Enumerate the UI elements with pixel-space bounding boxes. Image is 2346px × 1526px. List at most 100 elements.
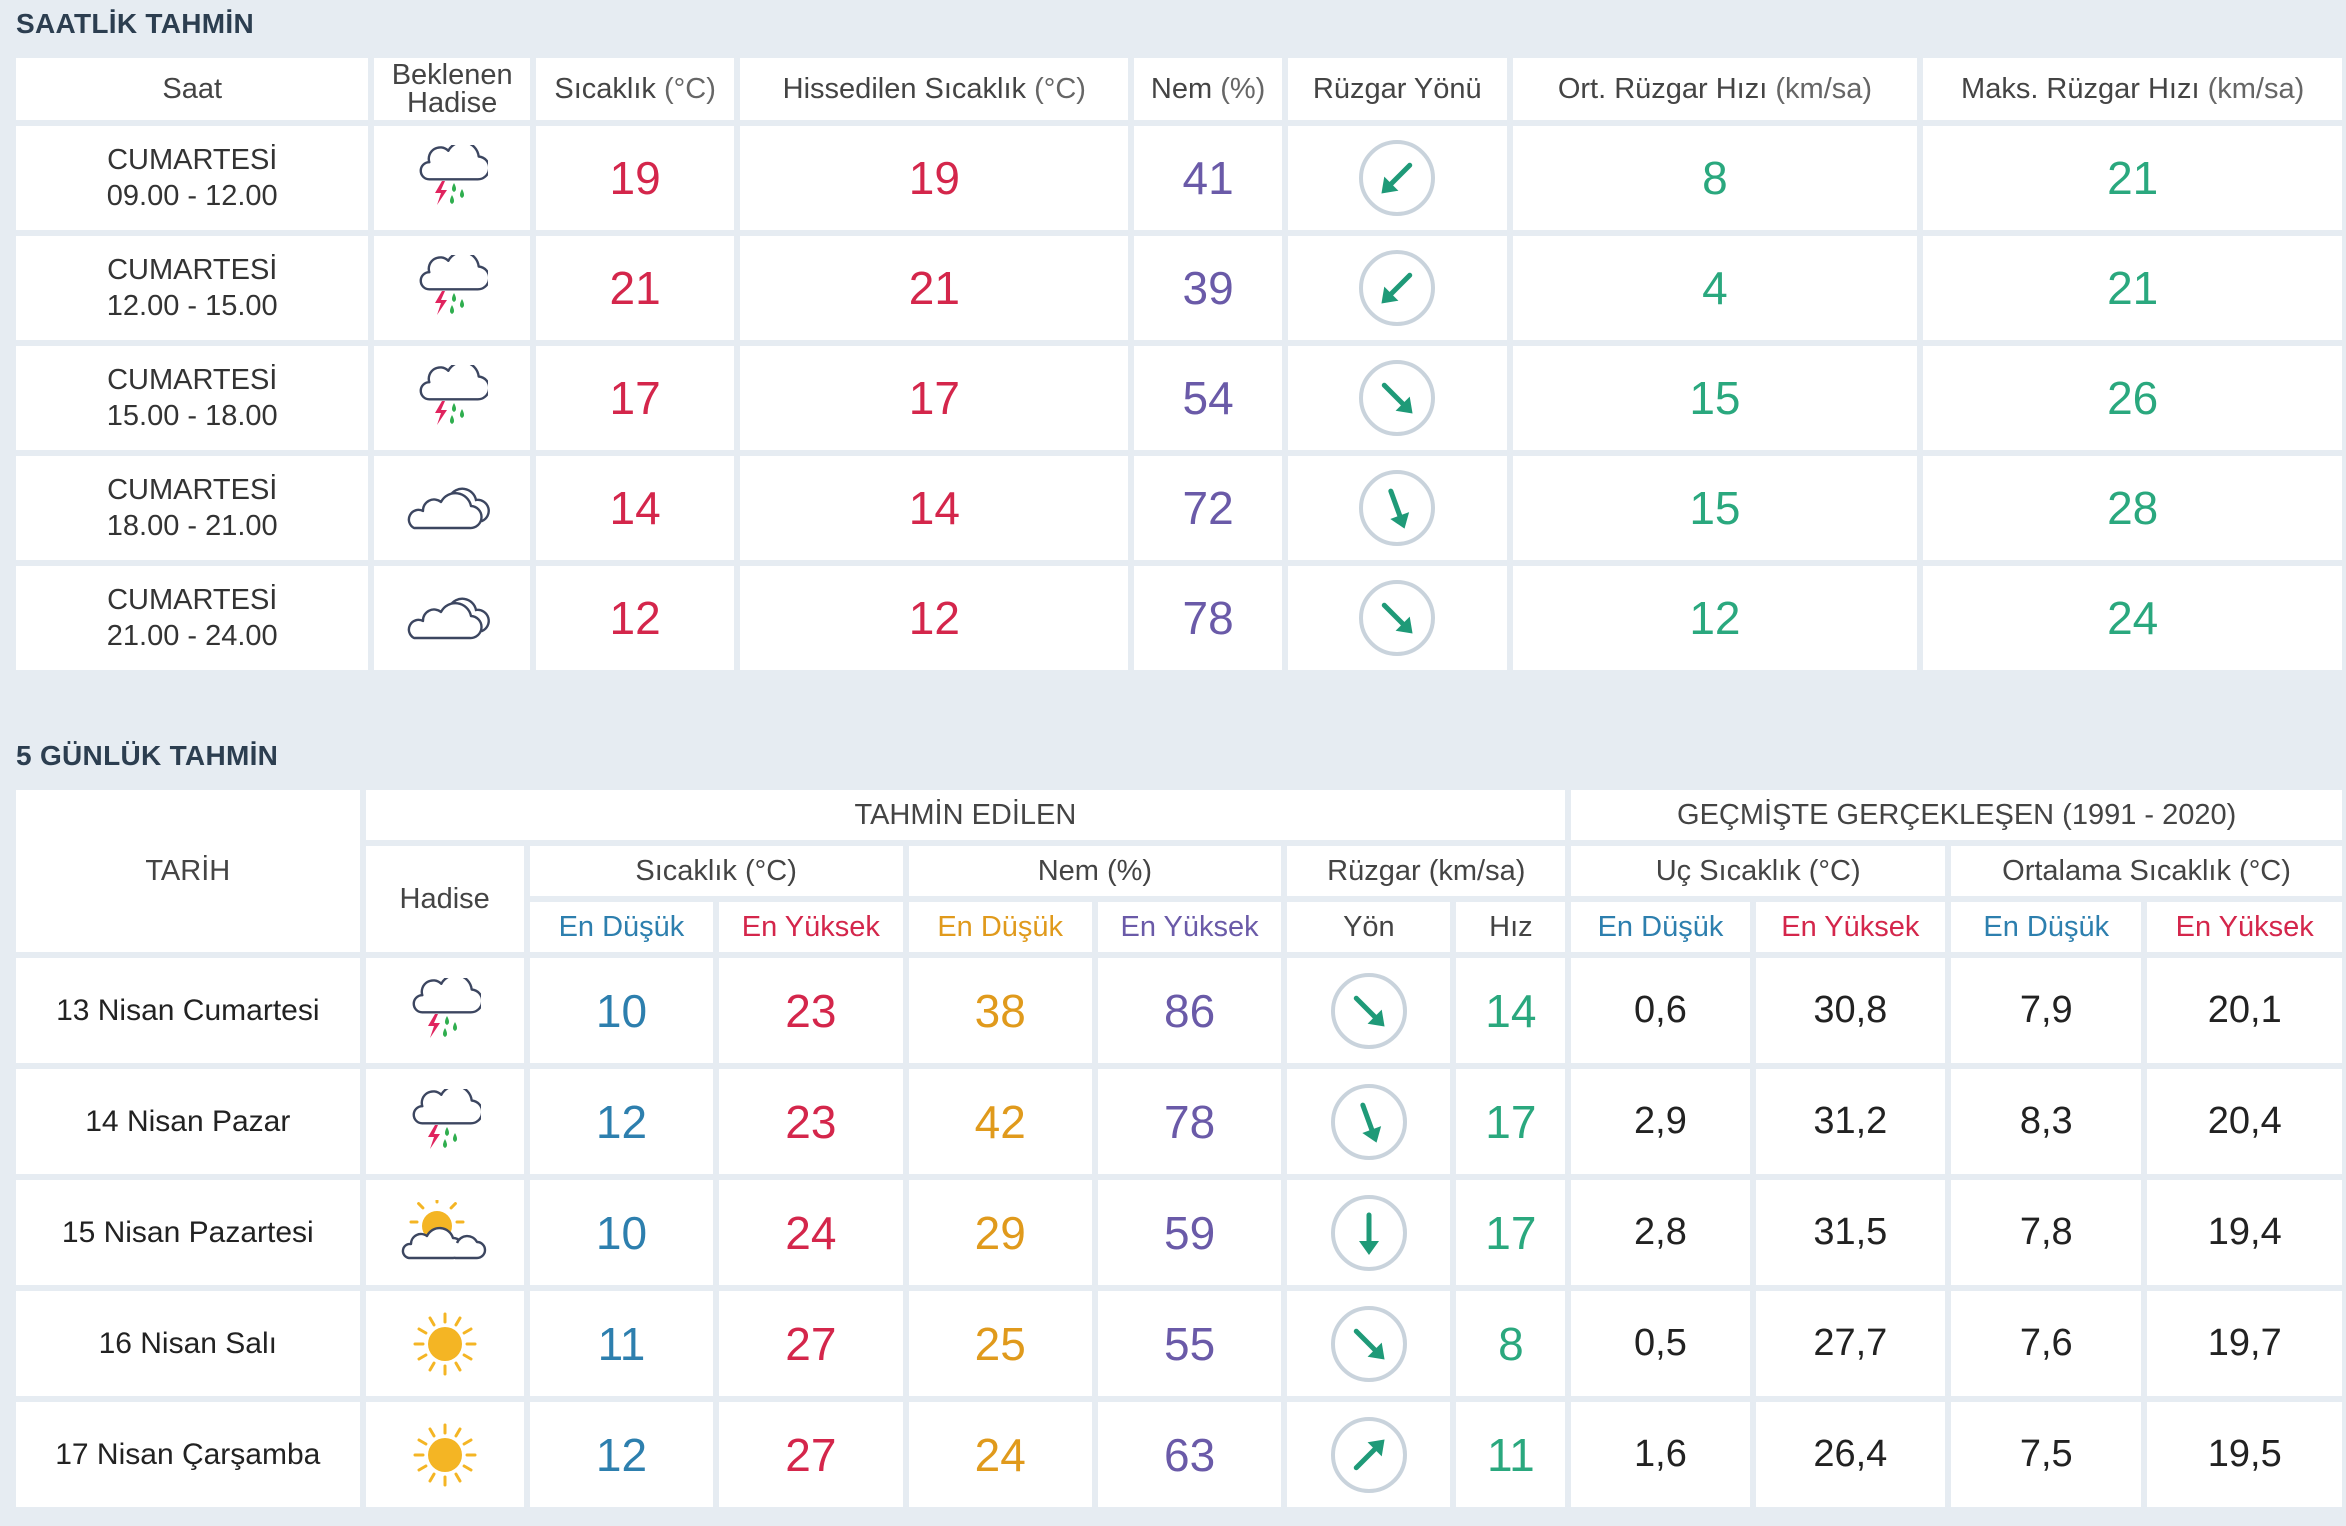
daily-wind-dir-cell [1287, 1291, 1451, 1396]
header-hissedilen-label: Hissedilen Sıcaklık [782, 72, 1027, 105]
daily-wind-dir-cell [1287, 1402, 1451, 1507]
hourly-feels: 19 [740, 126, 1129, 230]
daily-temp-max: 27 [719, 1402, 903, 1507]
daily-average-min: 7,8 [1951, 1180, 2142, 1285]
thunderstorm-rain-icon [374, 145, 529, 211]
hourly-max-wind: 28 [1923, 456, 2342, 560]
daily-extreme-min: 1,6 [1571, 1402, 1750, 1507]
header-maks-ruzgar-label: Maks. Rüzgar Hızı [1961, 72, 2200, 105]
daily-average-max: 19,7 [2147, 1291, 2342, 1396]
daily-wind-speed: 14 [1456, 958, 1566, 1063]
daily-icon-cell [365, 958, 524, 1063]
daily-wind-speed: 17 [1456, 1069, 1566, 1174]
daily-row: 14 Nisan Pazar 12 23 42 78 17 2,9 31,2 8… [16, 1069, 2342, 1174]
hourly-icon-cell [374, 126, 530, 230]
hourly-time-range: 12.00 - 15.00 [106, 290, 278, 322]
sunny-icon [366, 1308, 524, 1380]
hourly-row: CUMARTESİ 09.00 - 12.00 19 19 41 8 21 [16, 126, 2342, 230]
daily-extreme-max: 31,2 [1755, 1069, 1946, 1174]
hourly-humidity: 72 [1134, 456, 1282, 560]
header-beklenen: Beklenen [391, 59, 513, 91]
header-nem-en-yuksek: En Yüksek [1097, 902, 1282, 952]
daily-extreme-max: 30,8 [1755, 958, 1946, 1063]
header-hadise: Hadise [407, 87, 498, 119]
daily-date: 15 Nisan Pazartesi [16, 1180, 360, 1285]
daily-average-min: 7,9 [1951, 958, 2142, 1063]
thunderstorm-rain-icon [374, 365, 529, 431]
wind-direction-icon [1287, 1304, 1450, 1384]
daily-average-min: 8,3 [1951, 1069, 2142, 1174]
daily-average-max: 19,5 [2147, 1402, 2342, 1507]
wind-direction-icon [1287, 1082, 1450, 1162]
daily-average-max: 19,4 [2147, 1180, 2342, 1285]
daily-row: 15 Nisan Pazartesi 10 24 29 59 17 2,8 31… [16, 1180, 2342, 1285]
header-ort-en-dusuk: En Düşük [1951, 902, 2142, 952]
daily-extreme-min: 2,9 [1571, 1069, 1750, 1174]
hourly-time-range: 21.00 - 24.00 [106, 620, 278, 652]
daily-row: 13 Nisan Cumartesi 10 23 38 86 14 0,6 30… [16, 958, 2342, 1063]
header-nem: Nem (%) [1134, 58, 1282, 120]
hourly-humidity: 54 [1134, 346, 1282, 450]
header-uc-en-yuksek: En Yüksek [1755, 902, 1946, 952]
daily-humidity-max: 78 [1097, 1069, 1282, 1174]
hourly-time-range: 15.00 - 18.00 [106, 400, 278, 432]
hourly-day: CUMARTESİ [107, 474, 278, 506]
daily-extreme-min: 0,5 [1571, 1291, 1750, 1396]
hourly-row: CUMARTESİ 15.00 - 18.00 17 17 54 15 26 [16, 346, 2342, 450]
header-uc-en-dusuk: En Düşük [1571, 902, 1750, 952]
daily-humidity-min: 25 [908, 1291, 1092, 1396]
daily-extreme-min: 2,8 [1571, 1180, 1750, 1285]
daily-icon-cell [365, 1402, 524, 1507]
hourly-time-range: 18.00 - 21.00 [106, 510, 278, 542]
header-ruzgar-yonu: Rüzgar Yönü [1288, 58, 1507, 120]
wind-direction-icon [1288, 138, 1507, 218]
hourly-icon-cell [374, 236, 530, 340]
hourly-feels: 12 [740, 566, 1129, 670]
cloudy-icon [374, 482, 529, 534]
header-maks-ruzgar: Maks. Rüzgar Hızı (km/sa) [1923, 58, 2342, 120]
hourly-wind-dir-cell [1288, 126, 1507, 230]
daily-icon-cell [365, 1069, 524, 1174]
header-ort-sicaklik: Ortalama Sıcaklık (°C) [1951, 846, 2342, 896]
header-sicaklik-unit: (°C) [664, 72, 716, 105]
daily-humidity-max: 63 [1097, 1402, 1282, 1507]
daily-section-title: 5 GÜNLÜK TAHMİN [16, 740, 279, 771]
header-tarih: TARİH [16, 790, 360, 952]
daily-temp-min: 11 [529, 1291, 714, 1396]
daily-icon-cell [365, 1291, 524, 1396]
daily-average-max: 20,1 [2147, 958, 2342, 1063]
daily-date: 13 Nisan Cumartesi [16, 958, 360, 1063]
hourly-feels: 17 [740, 346, 1129, 450]
daily-temp-min: 10 [529, 1180, 714, 1285]
header-maks-ruzgar-unit: (km/sa) [2207, 72, 2305, 105]
wind-direction-icon [1288, 578, 1507, 658]
hourly-time-cell: CUMARTESİ 18.00 - 21.00 [16, 456, 369, 560]
header-saat: Saat [16, 58, 369, 120]
daily-date: 17 Nisan Çarşamba [16, 1402, 360, 1507]
daily-extreme-max: 26,4 [1755, 1402, 1946, 1507]
hourly-feels: 21 [740, 236, 1129, 340]
header-hadise: Hadise [365, 846, 524, 952]
daily-humidity-max: 59 [1097, 1180, 1282, 1285]
hourly-feels: 14 [740, 456, 1129, 560]
header-ort-ruzgar: Ort. Rüzgar Hızı (km/sa) [1512, 58, 1918, 120]
header-temp-en-yuksek: En Yüksek [719, 902, 903, 952]
thunderstorm-rain-icon [374, 255, 529, 321]
wind-direction-icon [1288, 468, 1507, 548]
hourly-temp: 12 [535, 566, 735, 670]
hourly-forecast-table: Saat Beklenen Hadise Sıcaklık (°C) Hisse… [10, 52, 2346, 676]
header-nem-unit: (%) [1220, 72, 1266, 105]
hourly-max-wind: 26 [1923, 346, 2342, 450]
daily-date: 16 Nisan Salı [16, 1291, 360, 1396]
wind-direction-icon [1287, 1415, 1450, 1495]
hourly-icon-cell [374, 346, 530, 450]
header-ort-en-yuksek: En Yüksek [2147, 902, 2342, 952]
daily-wind-dir-cell [1287, 1069, 1451, 1174]
hourly-row: CUMARTESİ 18.00 - 21.00 14 14 72 15 28 [16, 456, 2342, 560]
daily-extreme-max: 31,5 [1755, 1180, 1946, 1285]
header-yon: Yön [1287, 902, 1451, 952]
hourly-wind-dir-cell [1288, 346, 1507, 450]
hourly-avg-wind: 4 [1512, 236, 1918, 340]
cloudy-icon [374, 592, 529, 644]
hourly-humidity: 78 [1134, 566, 1282, 670]
